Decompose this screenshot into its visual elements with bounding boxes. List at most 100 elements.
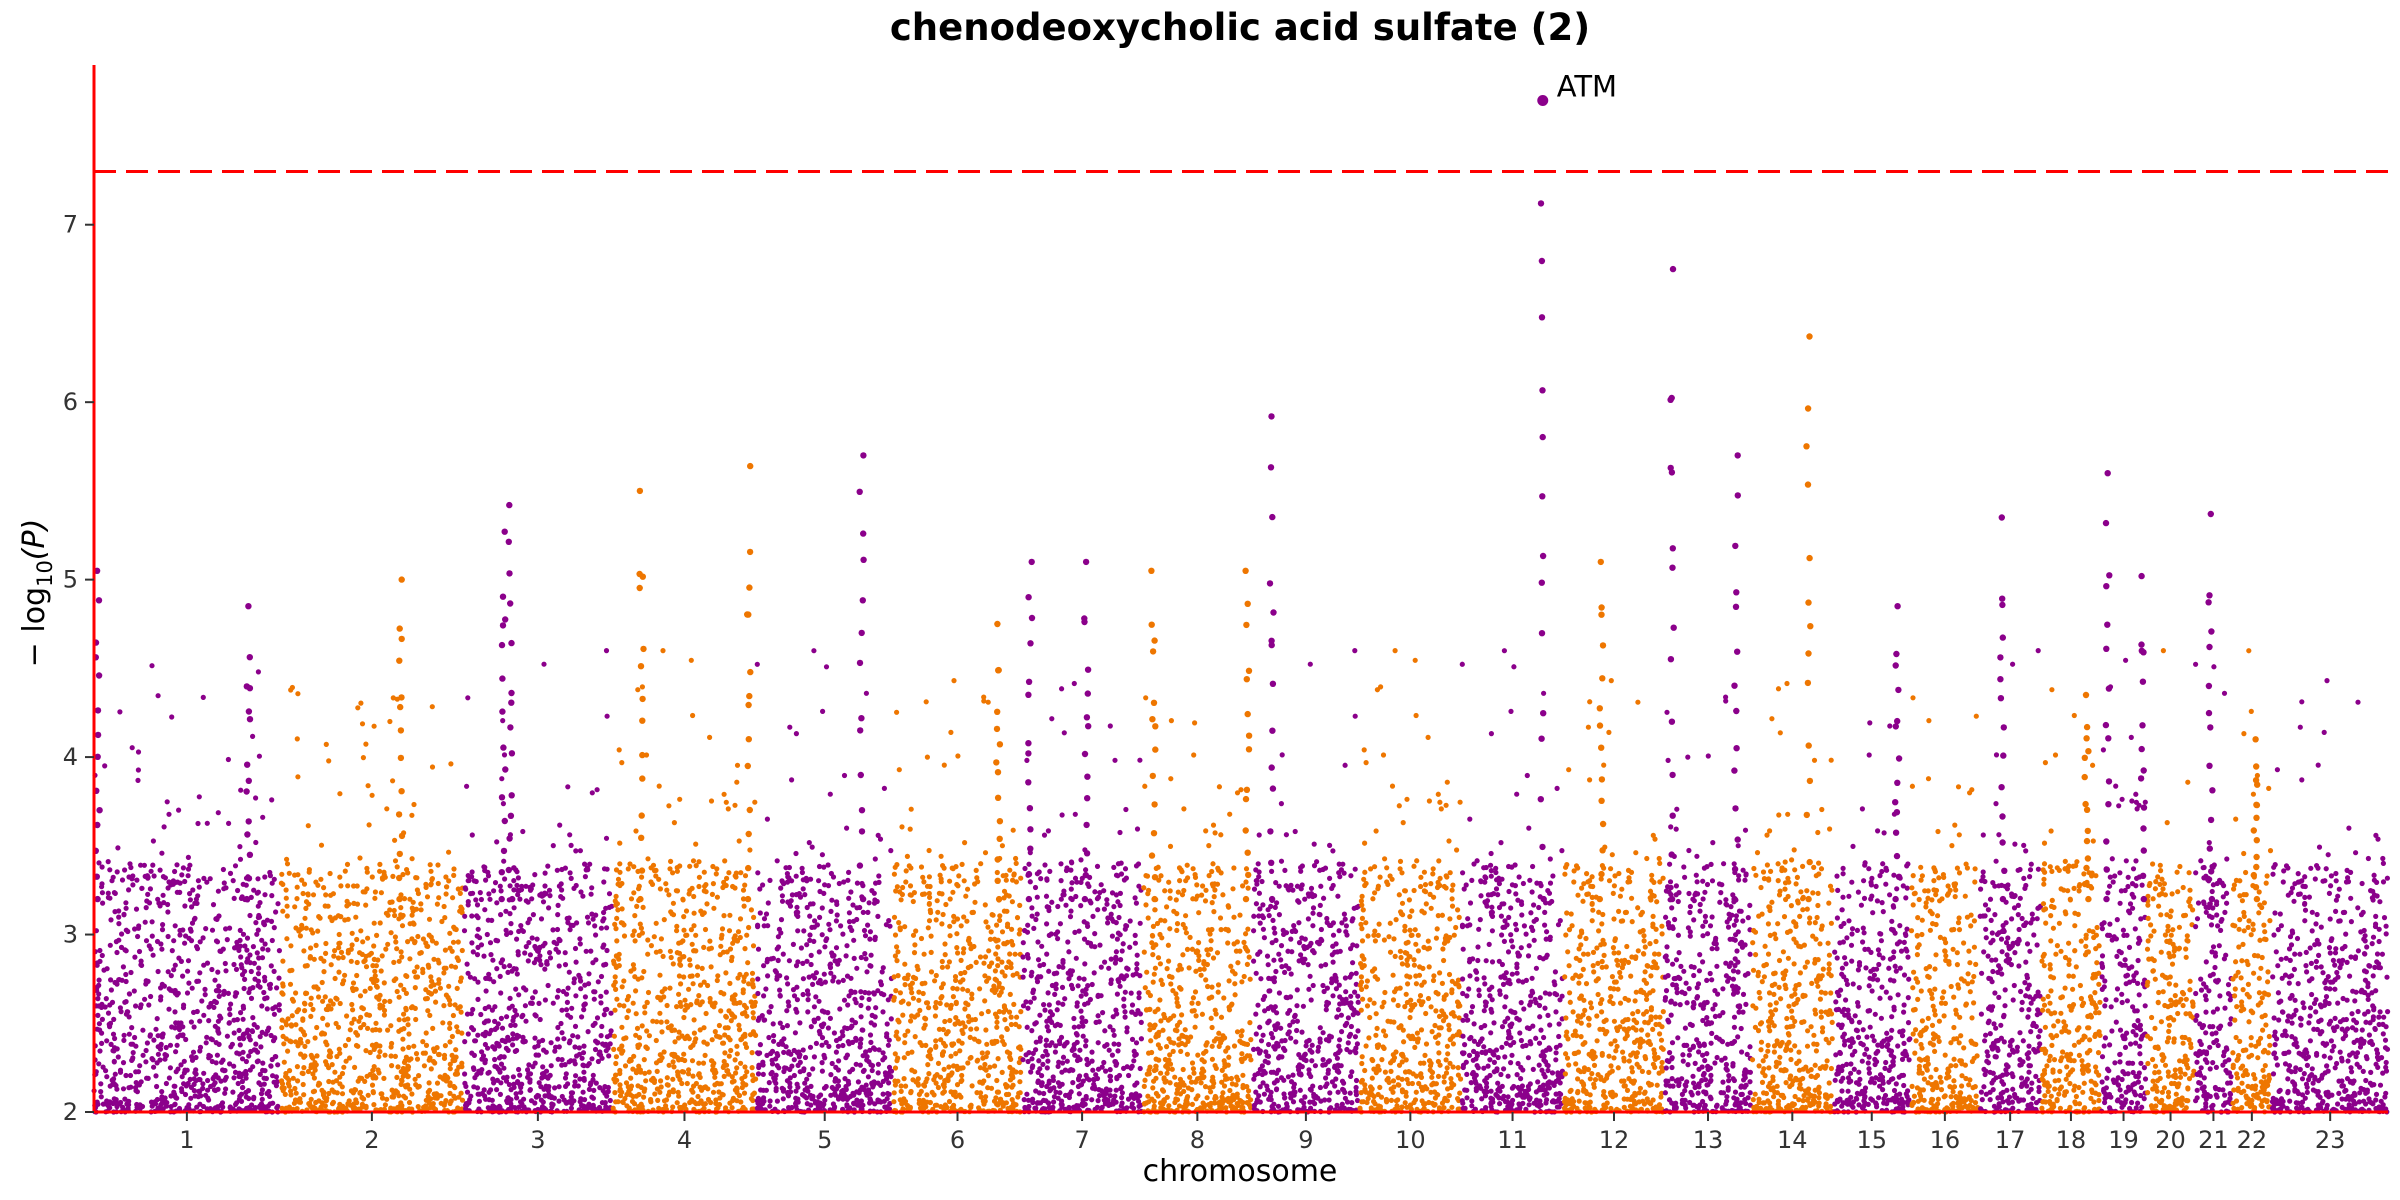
hit-point-chr-18-21-0 bbox=[2085, 895, 2092, 903]
hit-point-chr-11-14-12 bbox=[1538, 257, 1546, 265]
hit-point-chr-12-15-12 bbox=[1598, 604, 1605, 611]
hit-point-chr-6-8-13 bbox=[994, 620, 1001, 628]
hit-point-chr-8-12-5 bbox=[1243, 786, 1251, 793]
hit-point-chr-2-2-10 bbox=[396, 657, 403, 664]
hit-point-chr-12-15-1 bbox=[1598, 870, 1605, 878]
hit-point-chr-4-6-2 bbox=[745, 830, 752, 838]
hit-point-chr-13-17-0 bbox=[1731, 895, 1738, 903]
hit-point-chr-19-23-11 bbox=[2140, 649, 2147, 656]
hit-point-chr-19-23-8 bbox=[2139, 722, 2146, 729]
chr-1-point-cloud bbox=[91, 663, 282, 1115]
hit-point-chr-12-15-3 bbox=[1599, 820, 1607, 828]
hit-point-chr-15-19-8 bbox=[1892, 723, 1900, 730]
hit-point-chr-7-10-10 bbox=[1084, 666, 1092, 673]
y-axis-title-suffix: (P) bbox=[17, 519, 52, 561]
hit-point-chr-13-17-2 bbox=[1734, 836, 1741, 843]
hit-point-chr-4-5-2 bbox=[638, 834, 645, 841]
hit-point-chr-6-8-5 bbox=[994, 794, 1002, 801]
hit-point-chr-3-4-1 bbox=[505, 866, 512, 874]
hit-point-chr-9-13-4 bbox=[1268, 764, 1275, 771]
y-tick-label-6: 6 bbox=[63, 388, 78, 416]
x-tick-label-20: 20 bbox=[2155, 1126, 2186, 1154]
hit-point-chr-9-13-13 bbox=[1268, 413, 1275, 420]
hit-point-chr-12-15-2 bbox=[1599, 847, 1606, 854]
hit-point-chr-14-18-6 bbox=[1805, 650, 1812, 657]
hit-point-chr-11-14-2 bbox=[1537, 796, 1545, 803]
hit-point-chr-13-16-8 bbox=[1669, 545, 1677, 552]
hit-point-chr-8-11-5 bbox=[1149, 772, 1157, 780]
hit-point-chr-6-8-12 bbox=[995, 666, 1002, 674]
hit-point-chr-1-1-11 bbox=[246, 685, 254, 692]
hit-point-chr-18-21-2 bbox=[2083, 864, 2090, 872]
hit-point-chr-11-14-13 bbox=[1537, 200, 1545, 207]
hit-point-chr-3-3-9 bbox=[498, 641, 506, 649]
points-layer bbox=[91, 200, 2391, 1115]
hit-point-chr-8-12-13 bbox=[1242, 567, 1249, 574]
hit-point-chr-9-13-8 bbox=[1268, 637, 1275, 644]
hit-point-chr-5-7-3 bbox=[858, 807, 866, 814]
hit-point-chr-5-7-2 bbox=[858, 828, 866, 835]
hit-point-chr-8-11-0 bbox=[1151, 895, 1158, 903]
hit-point-chr-3-4-2 bbox=[506, 835, 513, 842]
annotation-label-ATM: ATM bbox=[1557, 69, 1617, 103]
hit-point-chr-8-12-3 bbox=[1242, 827, 1249, 834]
hit-point-chr-15-19-5 bbox=[1892, 799, 1899, 806]
hit-point-chr-18-21-13 bbox=[2082, 691, 2090, 699]
chr-11-point-cloud bbox=[1459, 648, 1565, 1115]
hit-point-chr-13-16-1 bbox=[1668, 851, 1675, 858]
hit-point-chr-9-13-12 bbox=[1267, 464, 1275, 471]
hit-point-chr-3-4-10 bbox=[507, 600, 514, 607]
hit-point-chr-7-9-6 bbox=[1025, 750, 1032, 757]
hit-point-chr-21-24-10 bbox=[2208, 628, 2215, 635]
hit-point-chr-14-18-11 bbox=[1803, 443, 1810, 450]
hit-point-chr-18-21-3 bbox=[2084, 855, 2092, 862]
hit-point-chr-8-12-12 bbox=[1244, 600, 1251, 607]
hit-point-chr-13-17-9 bbox=[1732, 603, 1740, 610]
hit-point-chr-8-11-1 bbox=[1151, 874, 1159, 881]
x-tick-label-6: 6 bbox=[950, 1126, 965, 1154]
hit-point-chr-19-22-3 bbox=[2105, 801, 2112, 808]
hit-point-chr-11-14-9 bbox=[1539, 433, 1546, 441]
hit-point-chr-4-6-6 bbox=[745, 701, 752, 709]
chr-13-point-cloud bbox=[1662, 694, 1753, 1115]
hit-point-chr-4-6-13 bbox=[747, 462, 754, 470]
hit-point-chr-14-18-2 bbox=[1803, 811, 1811, 819]
hit-point-chr-7-9-11 bbox=[1028, 614, 1036, 622]
hit-point-chr-3-3-13 bbox=[501, 528, 508, 535]
hit-point-chr-17-20-12 bbox=[1999, 595, 2006, 602]
hit-point-chr-1-1-8 bbox=[246, 716, 254, 723]
x-tick-label-3: 3 bbox=[530, 1126, 545, 1154]
hit-point-chr-19-23-7 bbox=[2138, 745, 2145, 753]
hit-point-chr-17-20-10 bbox=[1999, 634, 2007, 641]
hit-point-chr-9-13-3 bbox=[1269, 785, 1277, 792]
hit-point-chr-7-10-0 bbox=[1081, 895, 1089, 903]
x-tick-label-16: 16 bbox=[1930, 1126, 1961, 1154]
hit-point-chr-19-22-2 bbox=[2103, 838, 2110, 845]
hit-point-chr-2-2-5 bbox=[398, 788, 405, 795]
hit-point-chr-4-6-7 bbox=[746, 692, 753, 700]
hit-point-chr-8-11-13 bbox=[1148, 567, 1155, 574]
hit-point-chr-9-13-10 bbox=[1266, 580, 1274, 587]
chr-8-point-cloud bbox=[1141, 695, 1254, 1115]
x-tick-label-15: 15 bbox=[1856, 1126, 1887, 1154]
hit-point-chr-13-17-10 bbox=[1733, 589, 1740, 596]
hit-point-chr-13-17-13 bbox=[1734, 452, 1741, 459]
hit-point-chr-6-8-8 bbox=[996, 741, 1004, 748]
hit-point-chr-22-25-9 bbox=[2253, 801, 2260, 808]
y-tick-label-5: 5 bbox=[63, 566, 78, 594]
hit-point-chr-7-10-12 bbox=[1081, 615, 1088, 622]
hit-point-chr-18-21-12 bbox=[2083, 735, 2090, 742]
hit-point-chr-5-7-12 bbox=[856, 488, 863, 495]
hit-point-chr-7-10-7 bbox=[1085, 723, 1092, 730]
hit-point-chr-19-22-11 bbox=[2103, 583, 2110, 590]
hit-point-chr-15-19-6 bbox=[1894, 779, 1901, 786]
hit-point-chr-19-22-7 bbox=[2105, 685, 2113, 692]
hit-point-chr-11-14-1 bbox=[1539, 843, 1546, 851]
chr-6-point-cloud bbox=[891, 677, 1024, 1115]
hit-point-chr-19-23-13 bbox=[2138, 572, 2145, 580]
hit-point-chr-3-4-4 bbox=[508, 792, 515, 799]
x-tick-label-9: 9 bbox=[1298, 1126, 1313, 1154]
chr-12-point-cloud bbox=[1561, 677, 1666, 1115]
hit-point-chr-3-4-7 bbox=[508, 699, 515, 706]
x-tick-label-22: 22 bbox=[2237, 1126, 2268, 1154]
